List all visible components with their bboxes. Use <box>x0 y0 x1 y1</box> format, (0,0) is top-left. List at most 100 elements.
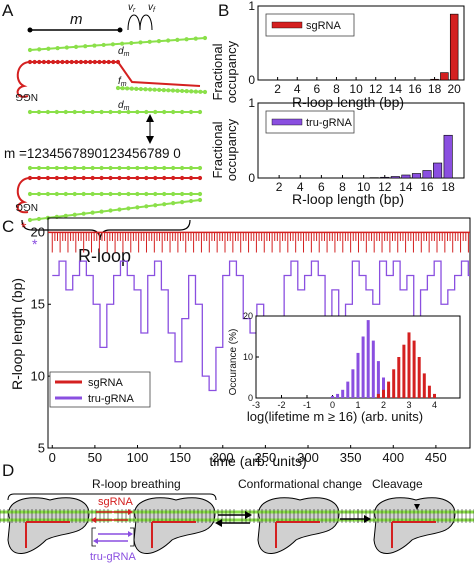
x-tick-label: 20 <box>448 82 462 96</box>
dna-strand-bottom-1-bead <box>54 165 59 171</box>
dna-strand-top-lower-bead <box>144 109 149 115</box>
y-tick-label: 1 <box>248 0 255 13</box>
dna-strand-bottom-2-bead <box>63 191 68 197</box>
x-tick-label: 12 <box>369 82 383 96</box>
dna-strand-top-lower-bead <box>72 109 77 115</box>
dna-strand-bottom-3-bead <box>153 203 158 208</box>
sg-label-d: sgRNA <box>98 496 134 508</box>
dna-strand-displaced-bead <box>143 87 148 92</box>
dna-strand-bottom-2-bead <box>180 191 185 197</box>
x-tick-label: 0 <box>49 450 56 465</box>
dna-strand-bottom-2-bead <box>72 191 77 197</box>
dna-strand-top-bead <box>110 42 115 47</box>
dna-strand-top-bead <box>46 46 51 51</box>
dna-strand-top-bead <box>64 45 69 50</box>
dna-strand-bottom-3-bead <box>108 208 113 213</box>
dna-strand-bottom-3-bead <box>72 212 77 217</box>
dna-strand-top-lower-bead <box>45 109 50 115</box>
inset-xlabel: log(lifetime m ≥ 16) (arb. units) <box>247 409 423 424</box>
c-ylabel: R-loop length (bp) <box>9 278 25 390</box>
dna-strand-displaced-bead <box>193 89 198 94</box>
fm-label: fm <box>118 76 127 88</box>
dna-strand-bottom-3-bead <box>90 210 95 215</box>
dna-strand-bottom-2-bead <box>171 191 176 197</box>
panel-b: Fractionaloccupancy Fractionaloccupancy … <box>210 0 465 207</box>
y-tick-label: 20 <box>31 225 45 240</box>
cas9-breathing-a <box>7 497 90 554</box>
dna-strand-top-bead <box>83 44 88 49</box>
dna-strand-top-lower-bead <box>135 109 140 115</box>
dna-strand-bottom-2-bead <box>108 191 113 197</box>
inset-bar <box>387 381 391 398</box>
x-tick-label: 4 <box>294 82 301 96</box>
dna-strand-bottom-1-bead <box>90 165 95 171</box>
c-marker-tru: * <box>32 236 38 252</box>
guide-rna-top-bead <box>32 59 37 65</box>
legend-swatch <box>271 118 303 126</box>
guide-rna-hairpin-bottom <box>16 177 31 214</box>
ngg-label-top: NGG <box>15 91 38 102</box>
dna-strand-bottom-1-bead <box>153 165 158 171</box>
dna-strand-bottom-1-bead <box>171 165 176 171</box>
inset-bar <box>433 393 436 398</box>
panel-c: R-loop length (bp) * * 0 50 100 150 200 250 30… <box>9 217 471 469</box>
y-tick-label: 10 <box>243 352 253 362</box>
m-label: m <box>70 11 83 28</box>
bar <box>449 13 459 81</box>
dna-strand-top-bead <box>27 47 33 53</box>
dna-strand-displaced-bead <box>115 85 121 91</box>
dm-label-top: dm <box>118 46 130 58</box>
x-tick-label: 8 <box>339 180 346 194</box>
guide-rna-bottom-bead <box>126 175 131 181</box>
dna-strand-bottom-3-bead <box>117 207 122 212</box>
guide-rna-top-bead <box>97 59 102 65</box>
legend-tru: tru-gRNA <box>88 393 135 405</box>
guide-rna-top-bead <box>88 59 93 65</box>
inset-bar <box>382 389 385 398</box>
guide-rna-bottom-bead <box>180 175 185 181</box>
dna-strand-bottom-3-bead <box>197 197 203 203</box>
dna-strand-top-lower-bead <box>197 109 203 115</box>
dna-strand-bottom-1-bead <box>126 165 131 171</box>
sequence-row: m =1234567890123456789 0 <box>4 146 181 161</box>
guide-rna-top-bead <box>41 59 46 65</box>
dna-strand-top-bead <box>55 46 60 51</box>
dna-strand-bottom-1-bead <box>144 165 149 171</box>
dna-strand-bottom-3-bead <box>162 202 167 207</box>
inset-ylabel: Occurance (%) <box>228 329 239 396</box>
guide-rna-top-bead <box>46 59 51 65</box>
dna-strand-bottom-3-bead <box>188 198 194 204</box>
dna-strand-displaced-bead <box>120 86 125 91</box>
c-marker-sg: * <box>21 219 27 235</box>
guide-rna-top-bead <box>69 59 74 65</box>
guide-rna-bottom-bead <box>45 175 50 181</box>
inset-bar <box>392 369 396 398</box>
dna-strand-top-lower-bead <box>81 109 86 115</box>
bar <box>422 170 432 179</box>
dna-strand-bottom-3-bead <box>63 213 68 218</box>
dna-strand-bottom-1-bead <box>180 165 185 171</box>
guide-rna-bottom-bead <box>153 175 158 181</box>
panel-d-schematic: R-loop breathing Conformational change C… <box>0 477 474 563</box>
x-tick-label: 10 <box>357 180 371 194</box>
x-tick-label: 14 <box>389 82 403 96</box>
x-tick-label: 12 <box>378 180 392 194</box>
cas9-cleavage-guide <box>391 521 436 548</box>
dna-strand-top-bead <box>73 44 79 49</box>
bar <box>440 72 449 81</box>
legend-label: sgRNA <box>306 20 342 32</box>
b-bottom-plot: 2 4 6 8 10 12 14 16 18 0 1 tru-gRNA <box>248 96 465 194</box>
dna-strand-top-lower-bead <box>188 109 194 115</box>
dna-strand-bottom-2-bead <box>36 191 42 197</box>
dna-strand-bottom-1-bead <box>117 165 122 171</box>
guide-rna-bottom-bead <box>144 175 149 181</box>
inset-bar <box>427 385 431 398</box>
dna-strand-bottom-3-bead <box>144 204 149 209</box>
guide-rna-bottom-bead <box>36 175 42 181</box>
dna-strand-bottom-2-bead <box>54 191 59 197</box>
dna-strand-displaced-bead <box>161 88 166 93</box>
x-tick-label: 6 <box>314 82 321 96</box>
dna-strand-bottom-3-bead <box>135 205 140 210</box>
inset-bar <box>376 361 380 398</box>
guide-rna-bottom-bead <box>171 175 176 181</box>
